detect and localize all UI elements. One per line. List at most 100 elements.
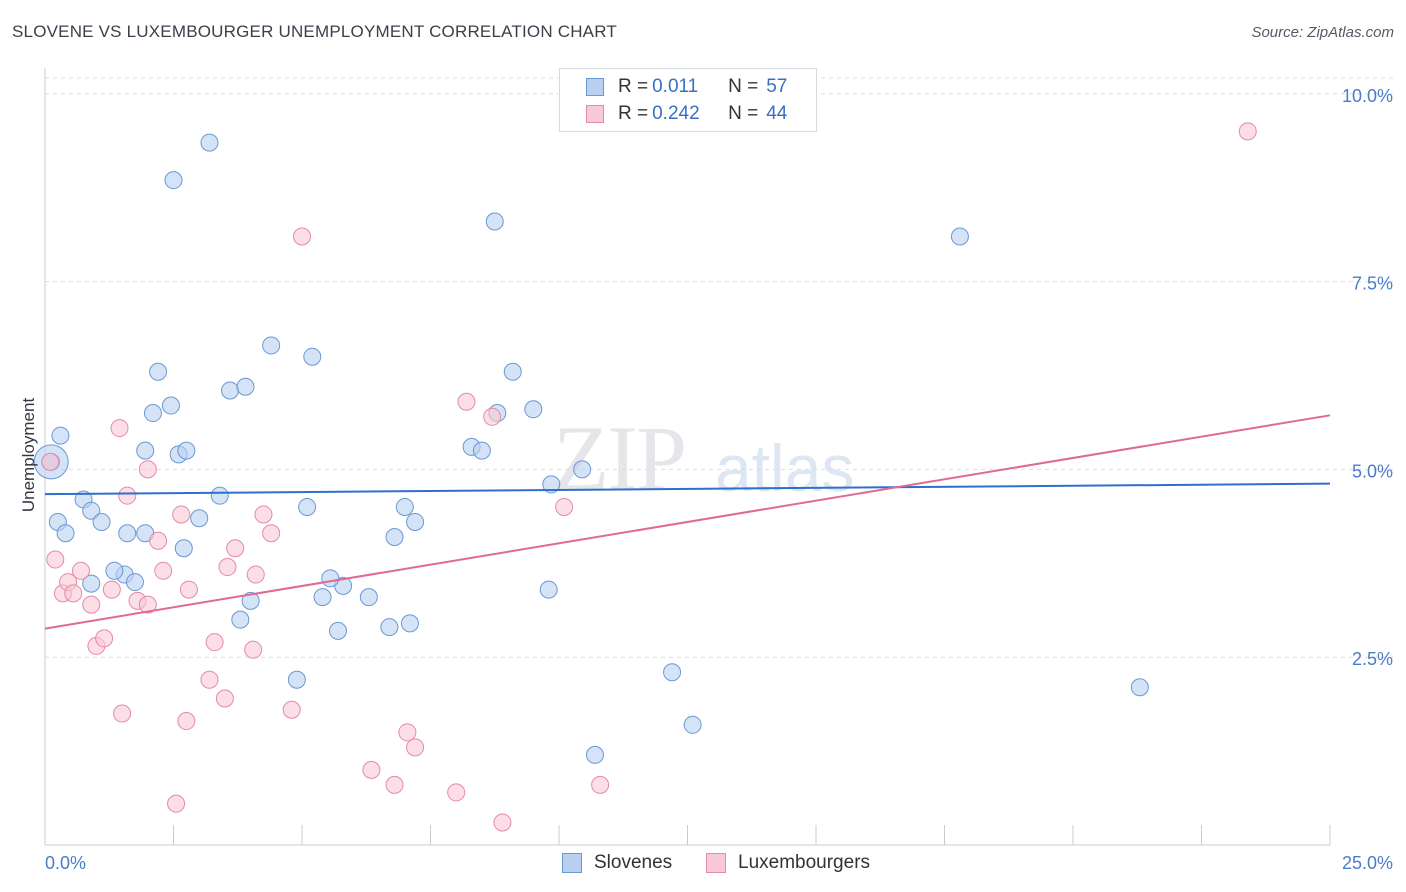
data-point-slovene [585,745,604,764]
data-point-slovene [380,618,399,637]
watermark-zip: ZIP [553,407,687,509]
data-point-slovene [524,400,543,419]
legend-r-label: R = [618,76,649,97]
data-point-slovene [210,486,229,505]
data-point-slovene [539,580,558,599]
data-point-slovene [573,460,592,479]
legend-n-label: N = [728,76,759,97]
data-point-luxembourger [246,565,265,584]
data-point-luxembourger [205,633,224,652]
data-point-luxembourger [46,550,65,569]
data-point-luxembourger [95,629,114,648]
data-point-luxembourger [555,497,574,516]
data-point-slovene [241,591,260,610]
source-label: Source: ZipAtlas.com [1251,24,1394,41]
data-point-slovene [303,347,322,366]
data-point-slovene [161,396,180,415]
data-point-luxembourger [244,640,263,659]
data-point-luxembourger [262,524,281,543]
data-point-luxembourger [118,486,137,505]
y-tick-label: 7.5% [1352,274,1393,294]
data-point-slovene [164,171,183,190]
data-point-luxembourger [226,539,245,558]
data-point-luxembourger [218,558,237,577]
data-point-luxembourger [215,689,234,708]
data-point-luxembourger [41,452,60,471]
data-point-luxembourger [282,700,301,719]
data-point-slovene [82,574,101,593]
data-point-luxembourger [71,561,90,580]
x-tick-label-max: 25.0% [1342,853,1393,873]
data-point-slovene [663,663,682,682]
legend-r-value: 0.242 [652,103,700,124]
data-point-slovene [359,588,378,607]
y-tick-label: 2.5% [1352,649,1393,669]
data-point-slovene [51,426,70,445]
data-point-slovene [221,381,240,400]
bottom-legend-luxembourgers: Luxembourgers [706,852,870,874]
data-point-slovene [542,475,561,494]
legend-n-label: N = [728,103,759,124]
legend-swatch-slovenes [586,78,604,96]
watermark-atlas: atlas [715,431,855,505]
data-point-slovene [177,441,196,460]
data-point-slovene [298,497,317,516]
legend-r-value: 0.011 [652,76,699,97]
data-point-slovene [118,524,137,543]
data-point-luxembourger [113,704,132,723]
data-point-luxembourger [82,595,101,614]
legend-swatch-luxembourgers [586,105,604,123]
legend-n-value: 44 [766,103,788,124]
data-point-slovene [395,497,414,516]
data-point-luxembourger [591,775,610,794]
bottom-legend-label-luxembourgers: Luxembourgers [738,852,871,873]
legend-row-slovenes: R = 0.011 N = 57 [586,75,787,99]
bottom-legend-label-slovenes: Slovenes [594,852,673,873]
trend-line-slovenes [44,482,1331,496]
data-point-slovene [125,573,144,592]
data-point-luxembourger [493,813,512,832]
data-point-luxembourger [293,227,311,246]
data-point-slovene [328,621,347,640]
data-point-slovene [262,336,281,355]
data-point-luxembourger [64,584,83,603]
data-point-slovene [321,569,340,588]
data-point-luxembourger [177,712,196,731]
series-luxembourgers [41,122,1257,832]
data-point-luxembourger [1238,122,1257,141]
grid-lines [45,77,1393,658]
data-point-slovene [149,362,168,381]
data-point-luxembourger [102,580,121,599]
data-point-slovene [406,512,425,531]
data-point-luxembourger [172,505,191,524]
correlation-legend: R = 0.011 N = 57 R = 0.242 N = 44 [559,68,817,132]
bottom-legend-swatch-slovenes [562,853,582,873]
legend-row-luxembourgers: R = 0.242 N = 44 [586,102,787,126]
data-point-slovene [190,509,209,528]
data-point-slovene [56,524,75,543]
series-slovenes [33,99,1149,764]
axis-labels: 2.5% 5.0% 7.5% 10.0% 0.0% 25.0% Unemployment [19,86,1393,873]
data-point-slovene [143,404,162,423]
data-point-slovene [174,539,193,558]
data-point-slovene [287,670,306,689]
data-point-luxembourger [200,670,219,689]
data-point-luxembourger [167,794,186,813]
data-point-luxembourger [483,407,502,426]
x-tick-label-min: 0.0% [45,853,86,873]
data-point-slovene [313,588,332,607]
y-tick-label: 5.0% [1352,461,1393,481]
data-point-luxembourger [149,531,168,550]
data-point-slovene [1130,678,1149,697]
trend-lines [44,414,1331,630]
data-point-luxembourger [138,595,157,614]
y-axis-label: Unemployment [19,398,38,513]
data-point-slovene [683,715,702,734]
data-point-luxembourger [179,580,198,599]
data-point-slovene [231,610,250,629]
bottom-legend-slovenes: Slovenes [562,852,672,874]
data-point-slovene [105,561,124,580]
data-point-luxembourger [254,505,273,524]
bottom-legend-swatch-luxembourgers [706,853,726,873]
data-point-luxembourger [457,392,476,411]
